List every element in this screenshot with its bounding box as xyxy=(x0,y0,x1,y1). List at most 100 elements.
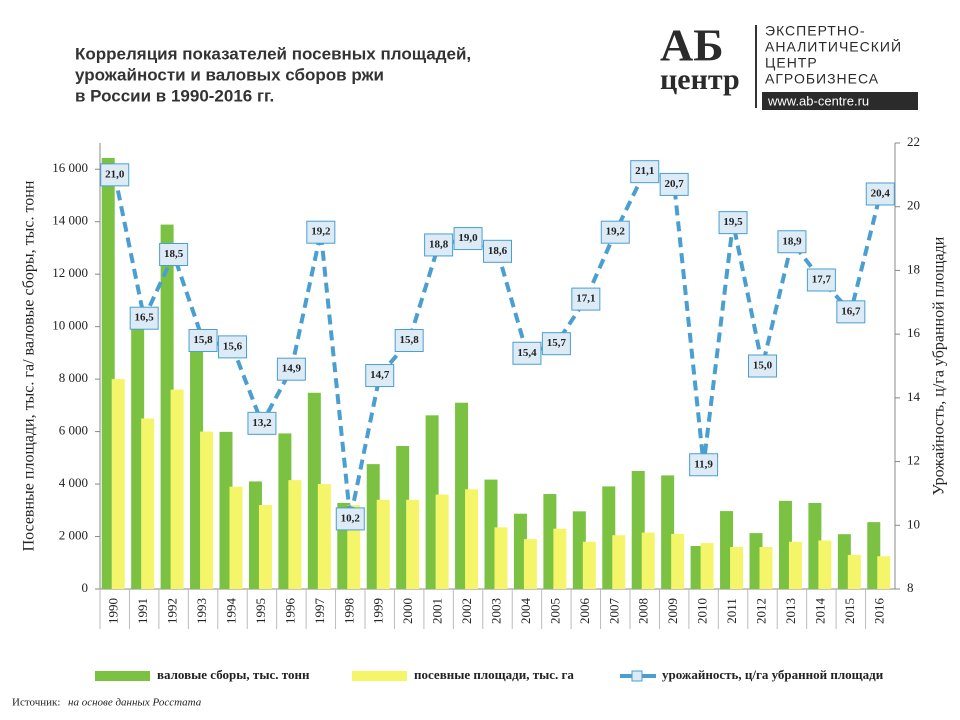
y2-tick-label: 14 xyxy=(907,389,921,404)
x-tick-label: 2013 xyxy=(783,598,798,624)
data-label: 16,5 xyxy=(135,312,155,324)
logo-url: www.ab-centre.ru xyxy=(767,93,869,108)
data-label: 20,7 xyxy=(665,178,685,190)
bar xyxy=(553,528,567,589)
data-label: 18,5 xyxy=(164,248,184,260)
bar xyxy=(572,511,586,589)
bar xyxy=(788,541,802,589)
x-tick-label: 2008 xyxy=(636,598,651,624)
data-label-box xyxy=(247,411,277,435)
bar xyxy=(641,532,655,589)
logo-line: АНАЛИТИЧЕСКИЙ xyxy=(765,38,902,55)
bar xyxy=(671,533,685,589)
logo-line: ЦЕНТР xyxy=(765,55,818,71)
x-tick-label: 1998 xyxy=(341,598,356,624)
x-tick-label: 2006 xyxy=(577,598,592,625)
data-label: 16,7 xyxy=(841,305,861,317)
data-label: 21,1 xyxy=(635,165,654,177)
logo-mark: АБ xyxy=(660,20,724,71)
data-label-box xyxy=(306,220,336,244)
data-label: 19,5 xyxy=(723,216,743,228)
bar xyxy=(248,481,262,589)
data-label-box xyxy=(483,239,512,263)
bar xyxy=(200,431,214,589)
x-tick-label: 2011 xyxy=(724,598,739,624)
y-tick-label: 10 000 xyxy=(52,318,88,333)
source-text: на основе данных Росстата xyxy=(68,697,202,709)
y2-tick-label: 18 xyxy=(907,261,920,276)
data-label-box xyxy=(865,182,895,206)
x-tick-label: 2014 xyxy=(812,598,827,625)
data-label-box xyxy=(541,332,571,356)
data-label: 15,6 xyxy=(223,340,243,352)
logo-url-bg xyxy=(762,92,918,110)
data-label: 18,8 xyxy=(429,238,449,250)
bar xyxy=(101,157,115,590)
x-tick-label: 1996 xyxy=(282,598,297,625)
data-label-box xyxy=(718,211,748,235)
bar xyxy=(867,522,881,589)
bar xyxy=(700,543,714,589)
data-label-box xyxy=(748,354,777,378)
y-axis-label: Посевные площади, тыс. га/ валовые сборы… xyxy=(21,180,38,551)
legend-swatch xyxy=(352,671,407,681)
y-tick-label: 0 xyxy=(82,580,89,595)
bar xyxy=(288,480,302,589)
y-tick-label: 2 000 xyxy=(59,528,88,543)
chart-title: в России в 1990-2016 гг. xyxy=(75,86,274,105)
y-tick-label: 16 000 xyxy=(52,160,88,175)
y2-tick-label: 10 xyxy=(907,516,920,531)
bar xyxy=(877,556,891,589)
chart-title: урожайности и валовых сборов ржи xyxy=(75,65,384,84)
logo-line: АГРОБИЗНЕСА xyxy=(765,71,879,87)
bar xyxy=(396,446,410,589)
data-label: 17,1 xyxy=(576,293,595,305)
data-label-box xyxy=(335,507,365,531)
bar xyxy=(425,415,439,589)
legend-label: посевные площади, тыс. га xyxy=(414,667,574,682)
bar xyxy=(455,402,469,589)
y-tick-label: 12 000 xyxy=(52,265,88,280)
x-tick-label: 1992 xyxy=(165,598,180,624)
data-label-box xyxy=(218,335,247,359)
bar xyxy=(406,499,420,589)
data-label: 19,0 xyxy=(458,232,478,244)
data-label: 15,4 xyxy=(517,347,537,359)
data-label-box xyxy=(159,243,189,266)
data-label-box xyxy=(365,364,395,388)
data-label: 18,9 xyxy=(782,235,802,247)
y2-tick-label: 22 xyxy=(907,134,920,149)
data-label: 11,9 xyxy=(694,458,713,470)
y2-tick-label: 20 xyxy=(907,198,920,213)
y-tick-label: 8 000 xyxy=(59,370,88,385)
bar xyxy=(160,224,174,589)
x-tick-label: 2004 xyxy=(518,598,533,625)
y-tick-label: 4 000 xyxy=(59,475,88,490)
bar xyxy=(818,540,832,589)
data-label: 17,7 xyxy=(812,274,832,286)
data-label: 10,2 xyxy=(341,512,361,524)
bar xyxy=(837,534,851,589)
bar xyxy=(278,433,292,589)
bar xyxy=(847,554,861,589)
y2-tick-label: 8 xyxy=(907,580,914,595)
data-label-box xyxy=(806,268,836,292)
bar xyxy=(317,484,331,589)
data-label: 15,8 xyxy=(400,334,420,346)
x-tick-label: 2010 xyxy=(695,598,710,624)
data-label-box xyxy=(630,160,660,184)
x-tick-label: 1993 xyxy=(194,598,209,624)
bar xyxy=(631,470,645,589)
data-label-box xyxy=(777,230,807,254)
bar xyxy=(465,489,479,589)
data-label-box xyxy=(512,341,542,365)
x-tick-label: 1995 xyxy=(253,598,268,624)
data-label: 20,4 xyxy=(871,188,891,200)
data-label: 18,6 xyxy=(488,245,508,257)
x-tick-label: 2015 xyxy=(842,598,857,624)
logo: АБ центр ЭКСПЕРТНО- АНАЛИТИЧЕСКИЙ ЦЕНТР … xyxy=(660,20,918,110)
bar xyxy=(690,545,704,589)
chart-title: Корреляция показателей посевных площадей… xyxy=(75,44,471,63)
data-label-box xyxy=(100,163,130,187)
data-label-box xyxy=(276,357,306,381)
